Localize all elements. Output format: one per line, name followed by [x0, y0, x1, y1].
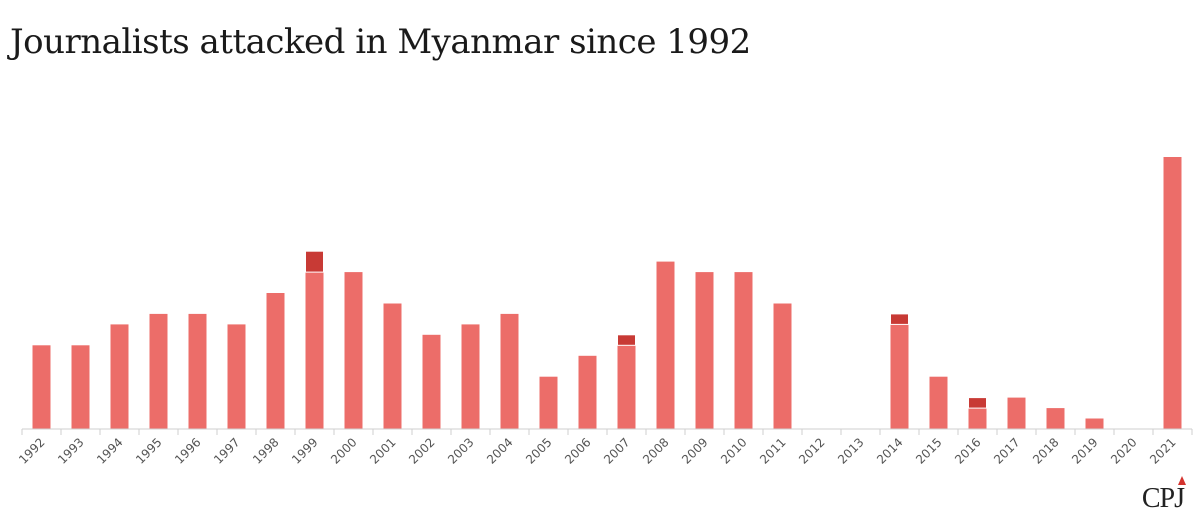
logo-flame-icon [1178, 476, 1186, 485]
bar-2002-series-0 [422, 334, 441, 429]
bar-2007-series-1 [617, 334, 636, 346]
x-tick-label: 2010 [718, 435, 749, 466]
x-tick-label: 2013 [835, 435, 866, 466]
bar-2000-series-0 [344, 272, 363, 429]
x-tick-label: 2015 [913, 435, 944, 466]
x-tick-label: 1995 [133, 435, 164, 466]
x-tick-label: 1994 [94, 435, 125, 466]
bar-2011-series-0 [773, 303, 792, 429]
bar-2007-series-0 [617, 345, 636, 429]
x-tick-label: 2000 [328, 435, 359, 466]
x-tick-label: 2005 [523, 435, 554, 466]
x-tick-label: 2018 [1030, 435, 1061, 466]
bar-2015-series-0 [929, 376, 948, 429]
bar-2019-series-0 [1085, 418, 1104, 429]
bar-2014-series-0 [890, 324, 909, 429]
x-tick-label: 2008 [640, 435, 671, 466]
bar-2021-series-0 [1163, 157, 1182, 429]
x-tick-label: 1998 [250, 435, 281, 466]
x-tick-label: 2016 [952, 435, 983, 466]
bar-2008-series-0 [656, 261, 675, 429]
x-tick-label: 2014 [874, 435, 905, 466]
bar-2017-series-0 [1007, 397, 1026, 429]
bar-2016-series-0 [968, 408, 987, 429]
bar-2006-series-0 [578, 355, 597, 429]
bar-1994-series-0 [110, 324, 129, 429]
x-tick-label: 2007 [601, 435, 632, 466]
cpj-logo: CPJ [1141, 483, 1185, 514]
bar-2001-series-0 [383, 303, 402, 429]
bar-1999-series-1 [305, 250, 324, 273]
bar-1997-series-0 [227, 324, 246, 429]
bar-2003-series-0 [461, 324, 480, 429]
x-tick-label: 2002 [406, 435, 437, 466]
bar-1992-series-0 [32, 345, 51, 429]
bar-1998-series-0 [266, 293, 285, 429]
x-tick-label: 1993 [55, 435, 86, 466]
bar-2005-series-0 [539, 376, 558, 429]
bar-2018-series-0 [1046, 408, 1065, 429]
x-tick-label: 2004 [484, 435, 515, 466]
x-tick-label: 2012 [796, 435, 827, 466]
x-tick-label: 1992 [16, 435, 47, 466]
bar-1993-series-0 [71, 345, 90, 429]
x-tick-label: 1999 [289, 435, 320, 466]
x-tick-label: 2019 [1069, 435, 1100, 466]
bars-group [32, 157, 1182, 429]
x-tick-label: 2020 [1108, 435, 1139, 466]
bar-1999-series-0 [305, 272, 324, 429]
x-tick-label: 2003 [445, 435, 476, 466]
x-tick-label: 2009 [679, 435, 710, 466]
bar-2014-series-1 [890, 313, 909, 325]
bar-1996-series-0 [188, 313, 207, 429]
bar-2004-series-0 [500, 313, 519, 429]
bar-1995-series-0 [149, 313, 168, 429]
x-tick-label: 2001 [367, 435, 398, 466]
chart-title: Journalists attacked in Myanmar since 19… [10, 22, 751, 62]
x-tick-label: 1996 [172, 435, 203, 466]
bar-2010-series-0 [734, 272, 753, 429]
bar-2009-series-0 [695, 272, 714, 429]
x-tick-label: 2021 [1147, 435, 1178, 466]
x-tick-label: 1997 [211, 435, 242, 466]
bar-2016-series-1 [968, 397, 987, 409]
x-tick-label: 2017 [991, 435, 1022, 466]
x-axis-ticks: 1992 1993 1994 1995 1996 1997 1998 1999 2000 2001… [16, 429, 1193, 467]
x-tick-label: 2011 [757, 435, 788, 466]
x-tick-label: 2006 [562, 435, 593, 466]
